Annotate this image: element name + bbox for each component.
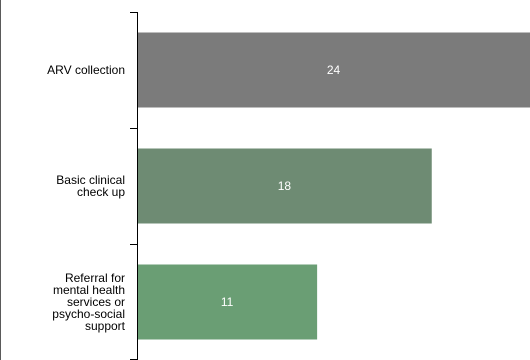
- category-label-line: Referral for: [64, 271, 125, 285]
- data-label: 11: [221, 295, 234, 309]
- category-label-line: Basic clinical: [56, 173, 125, 187]
- category-label-line: support: [84, 319, 125, 333]
- category-label: Basic clinical check up: [3, 174, 125, 198]
- bar: [138, 148, 432, 224]
- frame-border: [0, 0, 1, 360]
- category-label-line: services or: [66, 295, 125, 309]
- data-label: 24: [327, 63, 341, 77]
- category-label-line: psycho-social: [52, 307, 125, 321]
- data-label: 18: [278, 179, 292, 193]
- category-label-line: check up: [76, 185, 125, 199]
- bar: [138, 264, 318, 340]
- category-label-line: ARV collection: [47, 63, 125, 77]
- category-label: ARV collection: [3, 64, 125, 76]
- bar: [138, 32, 530, 108]
- category-label: Referral for mental health services or psyc…: [3, 272, 125, 332]
- category-label-line: mental health: [52, 283, 125, 297]
